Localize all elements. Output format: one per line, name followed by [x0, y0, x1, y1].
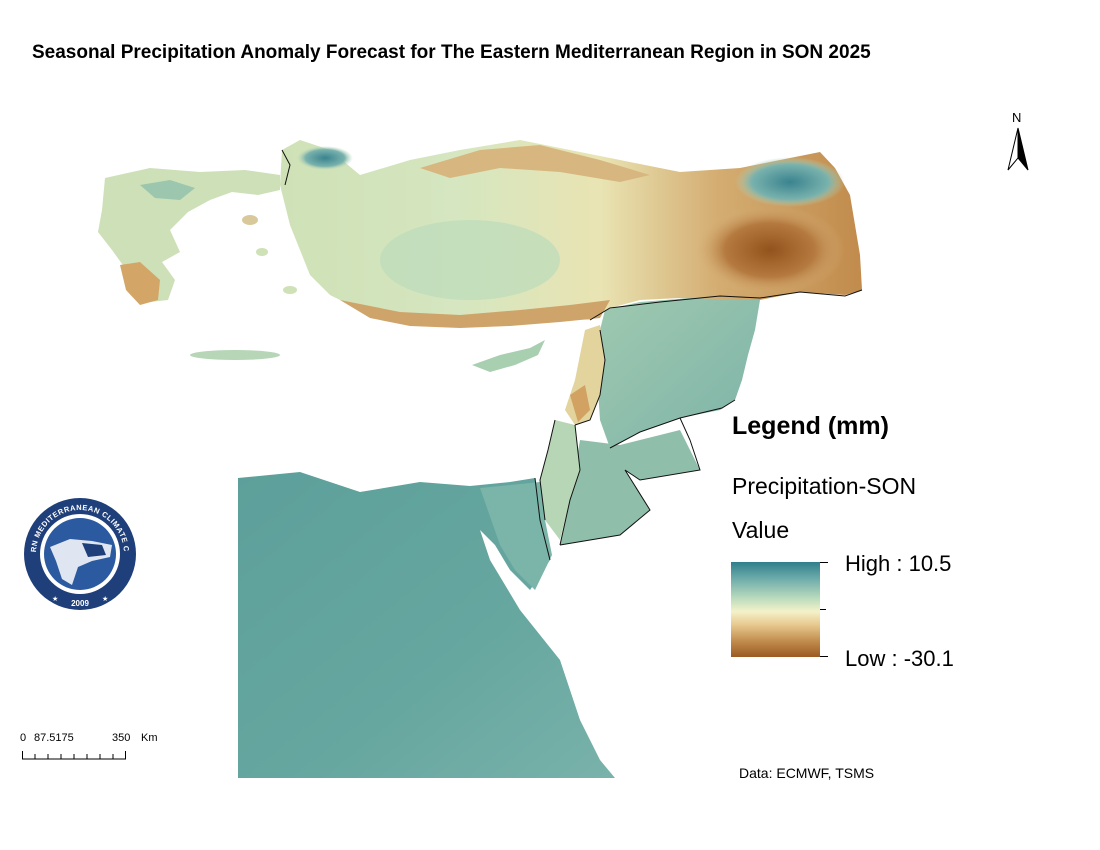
logo-year: 2009 [71, 599, 89, 608]
island [242, 215, 258, 225]
turkey-central-green [380, 220, 560, 300]
country-borders [281, 149, 863, 561]
turkey-northeast-wet [735, 157, 845, 207]
scale-bar [22, 751, 126, 760]
jordan-region [560, 430, 700, 545]
legend-tick-low [820, 656, 828, 657]
star-icon: ★ [52, 595, 58, 603]
legend-low-label: Low : -30.1 [845, 646, 954, 671]
lebanon-dry-patch [570, 385, 590, 422]
legend-title: Legend (mm) [732, 412, 889, 440]
greece-wet-patch [140, 180, 195, 200]
turkey-northwest-wet [297, 146, 353, 170]
turkey-south-dry-band [340, 300, 610, 328]
legend-tick-mid [820, 609, 826, 610]
island [256, 248, 268, 256]
legend-tick-high [820, 562, 828, 563]
north-label: N [1012, 110, 1022, 125]
island [283, 286, 297, 294]
israel-region [540, 420, 580, 540]
turkey-north-dry-band [420, 145, 650, 182]
legend-layer-name: Precipitation-SON [732, 473, 917, 499]
legend-field-name: Value [732, 517, 790, 543]
scale-label-1: 87.5175 [34, 732, 74, 744]
legend-high-label: High : 10.5 [845, 551, 952, 576]
scale-label-2: 350 [112, 732, 131, 744]
scale-label-3: Km [141, 732, 158, 744]
greece-dry-patch [120, 262, 160, 305]
north-arrow-icon [1007, 127, 1029, 171]
climate-centre-logo: EASTERN MEDITERRANEAN CLIMATE CENTRE 200… [22, 495, 136, 610]
cyprus-region [472, 340, 545, 372]
scale-label-0: 0 [20, 732, 27, 744]
map-title: Seasonal Precipitation Anomaly Forecast … [32, 42, 871, 63]
sinai-region [480, 482, 552, 590]
scale-bar-labels: 0 87.5175 350 Km [20, 732, 180, 746]
legend-color-ramp [731, 562, 820, 657]
star-icon: ★ [102, 595, 108, 603]
turkey-east-dry-core [695, 205, 845, 295]
syria-region [596, 298, 760, 448]
island [190, 350, 280, 360]
data-source-text: Data: ECMWF, TSMS [739, 765, 875, 781]
